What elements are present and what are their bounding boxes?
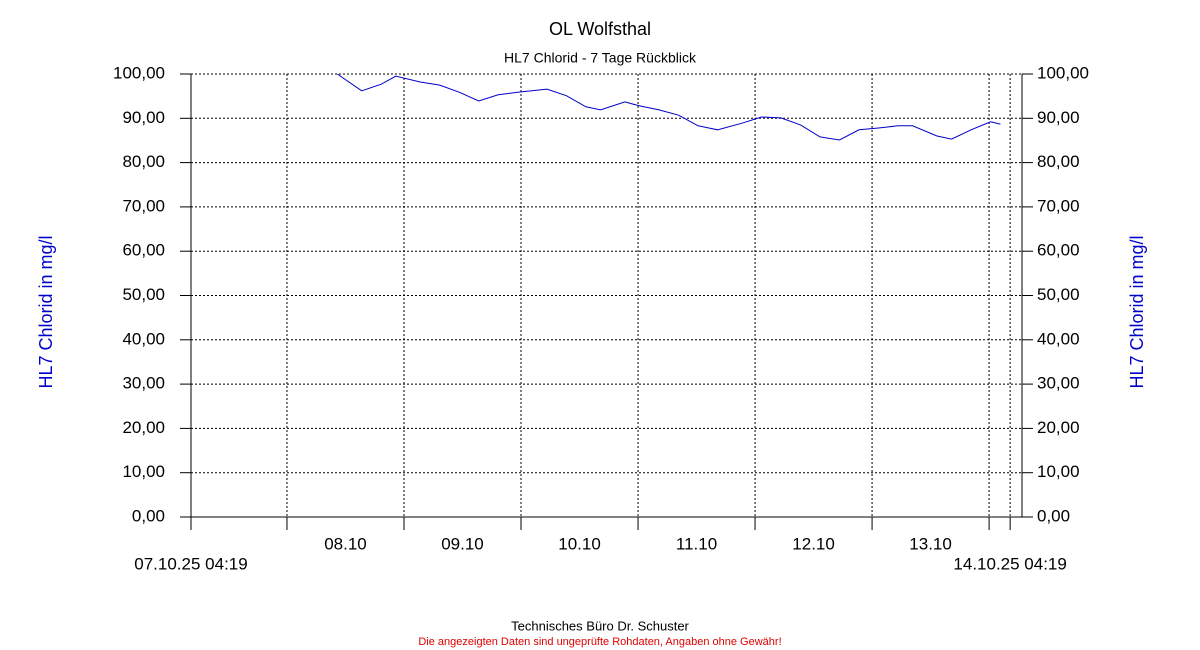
disclaimer: Die angezeigten Daten sind ungeprüfte Ro…: [418, 636, 781, 648]
y-tick-label: 60,00: [122, 241, 165, 260]
y-axis-title: HL7 Chlorid in mg/l: [36, 235, 56, 388]
x-tick-label: 12.10: [792, 534, 835, 553]
y-tick-label: 70,00: [122, 196, 165, 215]
y-tick-label: 50,00: [122, 285, 165, 304]
x-range-label: 14.10.25 04:19: [953, 554, 1066, 573]
y2-tick-label: 50,00: [1037, 285, 1080, 304]
y2-tick-label: 60,00: [1037, 241, 1080, 260]
y2-tick-label: 80,00: [1037, 152, 1080, 171]
x-tick-label: 08.10: [324, 534, 367, 553]
y-tick-label: 30,00: [122, 374, 165, 393]
y2-axis-title: HL7 Chlorid in mg/l: [1127, 235, 1147, 388]
footer: Technisches Büro Dr. Schuster: [511, 618, 689, 633]
y2-tick-label: 100,00: [1037, 63, 1089, 82]
y-tick-label: 80,00: [122, 152, 165, 171]
y2-tick-label: 40,00: [1037, 329, 1080, 348]
y-tick-label: 0,00: [132, 506, 165, 525]
y2-tick-label: 10,00: [1037, 462, 1080, 481]
y-tick-label: 40,00: [122, 329, 165, 348]
y-tick-label: 100,00: [113, 63, 165, 82]
y2-tick-label: 90,00: [1037, 108, 1080, 127]
x-tick-label: 11.10: [676, 534, 717, 553]
x-tick-label: 10.10: [558, 534, 601, 553]
y2-tick-label: 20,00: [1037, 418, 1080, 437]
y2-tick-label: 70,00: [1037, 196, 1080, 215]
y-tick-label: 90,00: [122, 108, 165, 127]
y-tick-label: 20,00: [122, 418, 165, 437]
y2-tick-label: 30,00: [1037, 374, 1080, 393]
data-line: [337, 73, 1001, 141]
y2-tick-label: 0,00: [1037, 506, 1070, 525]
chart-title: OL Wolfsthal: [549, 19, 651, 39]
chart-subtitle: HL7 Chlorid - 7 Tage Rückblick: [504, 50, 697, 66]
x-tick-label: 09.10: [441, 534, 484, 553]
x-range-label: 07.10.25 04:19: [134, 554, 247, 573]
x-tick-label: 13.10: [909, 534, 952, 553]
y-tick-label: 10,00: [122, 462, 165, 481]
